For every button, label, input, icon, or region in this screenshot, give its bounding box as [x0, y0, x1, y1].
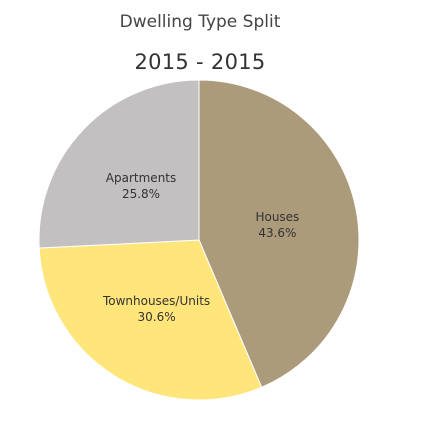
- chart-subtitle: 2015 - 2015: [134, 50, 266, 74]
- slice-label: Houses: [255, 210, 299, 224]
- slice-value-label: 30.6%: [137, 310, 175, 324]
- slice-value-label: 43.6%: [258, 226, 296, 240]
- pie-slice-houses: [198, 79, 360, 388]
- pie-slice-apartments: [38, 79, 200, 249]
- pie-slice-townhouses-units: [38, 239, 263, 401]
- slice-value-label: 25.8%: [122, 187, 160, 201]
- chart-title: Dwelling Type Split: [119, 12, 281, 32]
- slice-label: Apartments: [106, 171, 176, 185]
- slice-label: Townhouses/Units: [102, 294, 210, 308]
